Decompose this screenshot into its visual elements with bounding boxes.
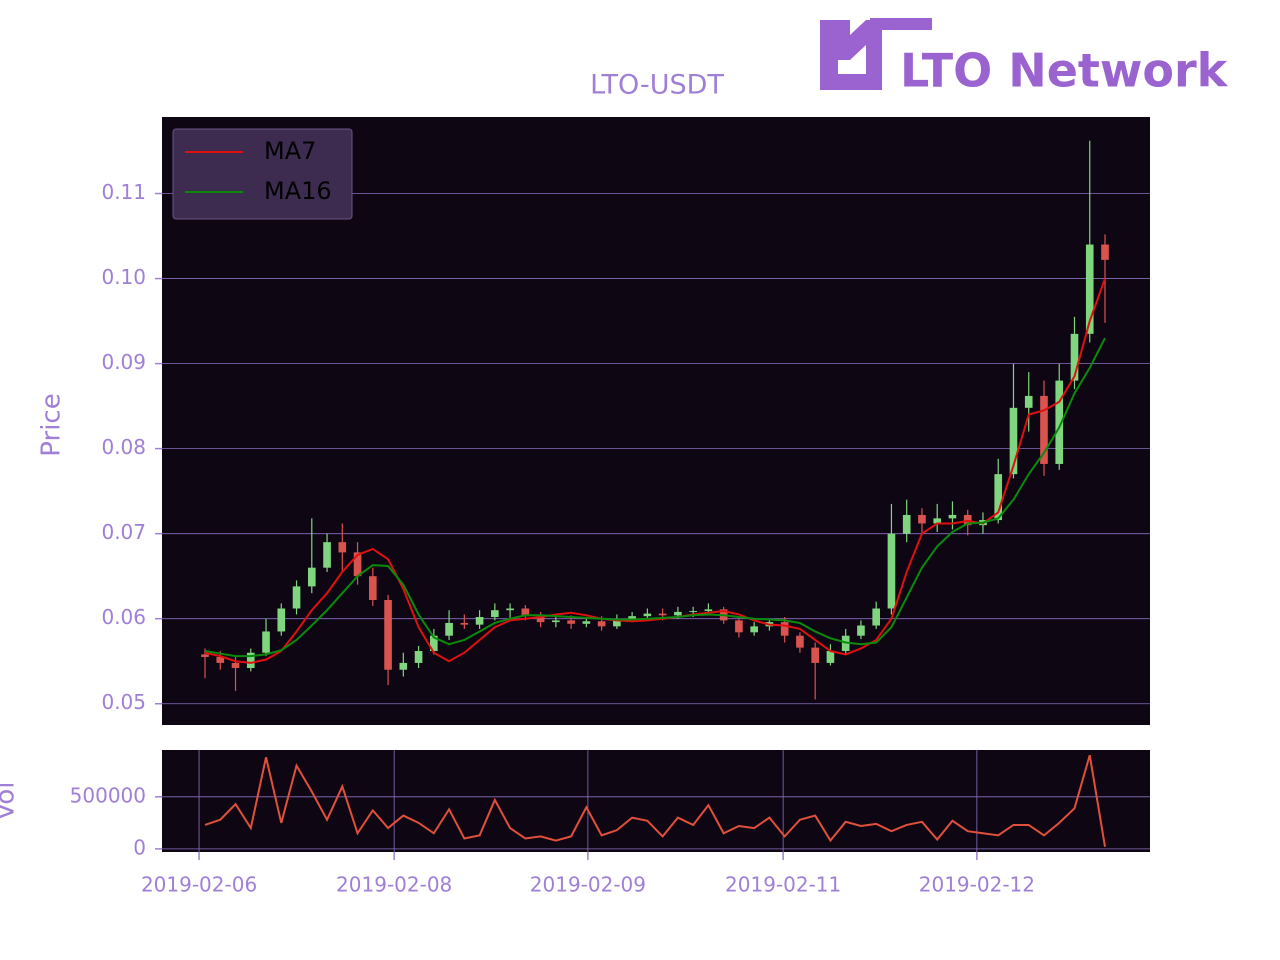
x-tick-label: 2019-02-12 bbox=[919, 873, 1035, 897]
candle-body bbox=[887, 533, 896, 609]
candle-body bbox=[445, 622, 453, 636]
candle-body bbox=[918, 514, 926, 524]
logo-text: LTO Network bbox=[900, 44, 1229, 98]
candle-body bbox=[1040, 395, 1048, 464]
candle-body bbox=[597, 621, 606, 627]
candle-body bbox=[735, 620, 743, 633]
candle-body bbox=[1085, 244, 1094, 334]
candle-body bbox=[460, 622, 469, 625]
y-tick-label: 0.11 bbox=[101, 180, 146, 204]
legend-label: MA7 bbox=[264, 137, 316, 165]
candle-body bbox=[704, 609, 713, 612]
candle-body bbox=[491, 610, 499, 618]
candle-body bbox=[399, 662, 408, 670]
candle-body bbox=[750, 626, 758, 633]
y-axis-label: Vol bbox=[0, 782, 21, 821]
candle-body bbox=[506, 608, 514, 611]
candle-body bbox=[933, 518, 942, 524]
legend-box bbox=[172, 128, 353, 220]
candle-body bbox=[292, 586, 301, 609]
y-tick-label: 0.05 bbox=[101, 690, 146, 714]
volume-plot-area bbox=[162, 750, 1150, 852]
candle-body bbox=[353, 552, 362, 577]
candle-body bbox=[857, 625, 865, 636]
candle-body bbox=[674, 611, 682, 616]
y-axis-label: Price bbox=[37, 393, 67, 456]
candle-body bbox=[1009, 407, 1018, 475]
y-tick-label: 0.08 bbox=[101, 435, 146, 459]
candle-body bbox=[430, 635, 438, 652]
x-tick-label: 2019-02-06 bbox=[141, 873, 257, 897]
logo-bar bbox=[870, 18, 932, 30]
candle-body bbox=[689, 611, 697, 613]
candle-body bbox=[521, 608, 530, 617]
y-tick-label: 0.10 bbox=[101, 265, 146, 289]
candle-body bbox=[536, 616, 545, 623]
y-tick-label: 0.09 bbox=[101, 350, 146, 374]
candle-body bbox=[826, 651, 835, 663]
candle-body bbox=[948, 514, 957, 519]
x-tick-label: 2019-02-11 bbox=[725, 873, 841, 897]
candle-body bbox=[658, 613, 667, 616]
candle-body bbox=[246, 652, 255, 669]
candle-body bbox=[277, 608, 286, 632]
candle-body bbox=[994, 474, 1003, 521]
candle-body bbox=[1101, 244, 1109, 260]
candle-body bbox=[643, 613, 652, 617]
candle-body bbox=[902, 514, 911, 534]
candle-body bbox=[613, 618, 621, 627]
candle-body bbox=[231, 662, 240, 669]
logo-icon bbox=[820, 20, 882, 90]
x-tick-label: 2019-02-09 bbox=[530, 873, 646, 897]
chart-title: LTO-USDT bbox=[590, 70, 724, 101]
candle-body bbox=[384, 599, 392, 670]
candle-body bbox=[475, 617, 484, 625]
candle-body bbox=[201, 654, 209, 657]
candle-body bbox=[262, 631, 270, 653]
volume-line bbox=[204, 754, 1106, 847]
candle-body bbox=[582, 621, 591, 624]
candle-body bbox=[552, 620, 560, 623]
candle-body bbox=[811, 647, 819, 663]
x-tick-label: 2019-02-08 bbox=[336, 873, 452, 897]
candle-body bbox=[307, 567, 316, 587]
candle-body bbox=[323, 542, 331, 568]
logo: LTO Network bbox=[820, 18, 1229, 98]
candle-body bbox=[567, 620, 575, 624]
candle-body bbox=[414, 651, 423, 663]
y-tick-label: 0.06 bbox=[101, 605, 146, 629]
y-tick-label: 500000 bbox=[70, 783, 146, 807]
legend-label: MA16 bbox=[264, 177, 332, 205]
y-tick-label: 0 bbox=[133, 835, 146, 859]
candle-body bbox=[780, 622, 789, 636]
candle-body bbox=[628, 616, 636, 619]
ma-line bbox=[204, 278, 1106, 664]
y-tick-label: 0.07 bbox=[101, 520, 146, 544]
candle-body bbox=[216, 656, 225, 663]
candle-body bbox=[368, 576, 377, 600]
candle-body bbox=[338, 542, 347, 553]
candle-body bbox=[1055, 380, 1064, 464]
candle-body bbox=[1024, 395, 1033, 408]
candle-body bbox=[1070, 333, 1079, 381]
candle-body bbox=[796, 635, 804, 648]
candle-body bbox=[872, 608, 881, 626]
ma-line bbox=[204, 337, 1106, 658]
